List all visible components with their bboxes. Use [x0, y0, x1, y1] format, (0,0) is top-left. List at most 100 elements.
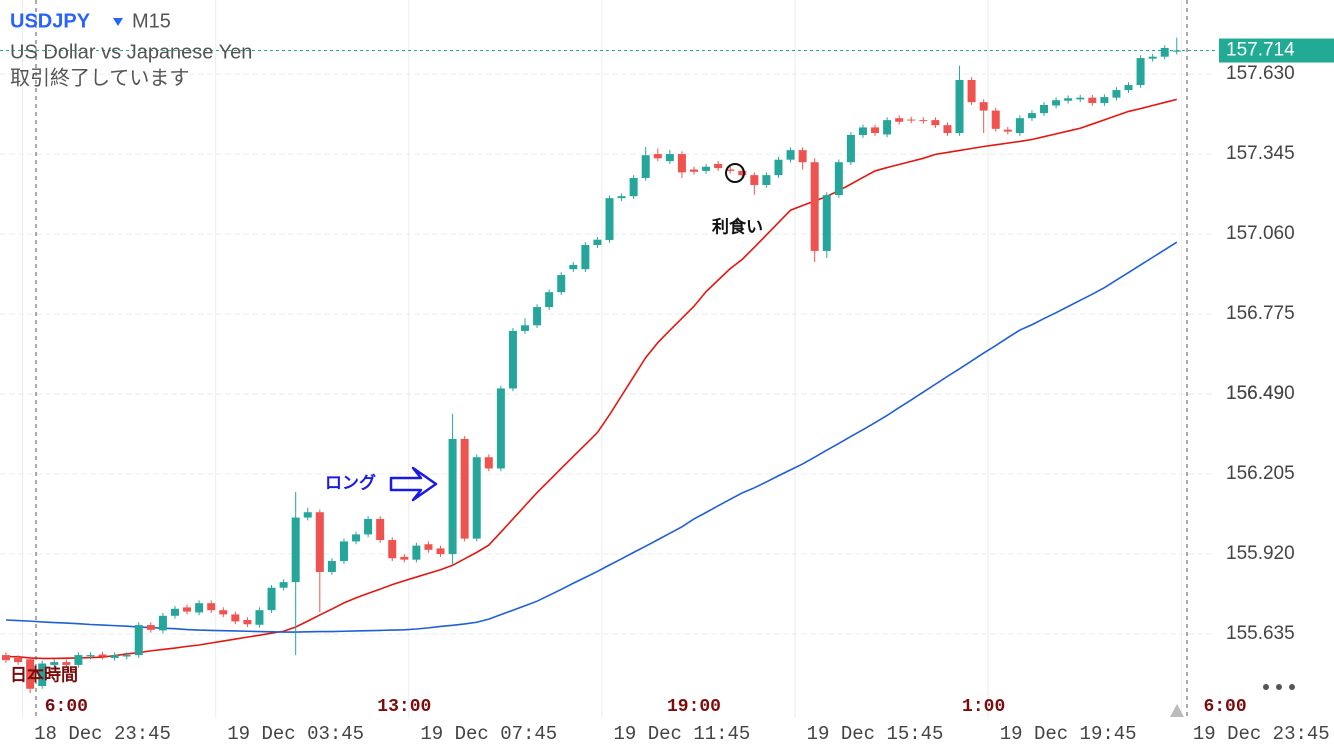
candle-body: [158, 615, 167, 631]
candle-body: [388, 540, 397, 559]
candle-body: [279, 582, 288, 588]
candle-body: [1100, 97, 1109, 104]
candle-body: [1124, 85, 1133, 91]
candle-body: [98, 654, 107, 657]
candle-body: [581, 245, 590, 270]
candle-body: [521, 325, 530, 331]
candle-body: [424, 544, 433, 550]
x-tick-label: 19 Dec 11:45: [614, 723, 751, 745]
take-profit-marker: [725, 163, 745, 183]
scroll-marker[interactable]: [1170, 704, 1184, 717]
symbol[interactable]: USDJPY: [10, 10, 91, 32]
candle-body: [1015, 118, 1024, 134]
y-tick-label: 156.490: [1226, 383, 1295, 404]
last-price-label: 157.714: [1226, 40, 1295, 61]
y-tick-label: 155.635: [1226, 623, 1295, 644]
candle-body: [689, 169, 698, 172]
candle-body: [798, 150, 807, 163]
grid: [0, 0, 1215, 718]
candle-body: [1027, 113, 1036, 119]
y-tick-label: 155.920: [1226, 543, 1295, 564]
candle-body: [26, 659, 35, 689]
candle-body: [822, 195, 831, 251]
candle-body: [774, 159, 783, 176]
candle-body: [484, 457, 493, 469]
candle-body: [448, 438, 457, 555]
candle-body: [714, 163, 723, 169]
candle-body: [665, 154, 674, 162]
moving-averages: [0, 50, 1215, 660]
jst-tick-label: 1:00: [962, 697, 1005, 717]
timezone-note: 日本時間: [10, 664, 78, 684]
candle-body: [605, 198, 614, 240]
candle-body: [1160, 47, 1169, 57]
x-tick-label: 19 Dec 19:45: [1000, 723, 1137, 745]
candle-body: [472, 457, 481, 539]
candle-body: [1148, 56, 1157, 59]
candle-body: [74, 655, 83, 665]
x-tick-label: 19 Dec 23:45: [1193, 723, 1330, 745]
candle-body: [810, 162, 819, 251]
candle-body: [267, 587, 276, 611]
candle-body: [653, 154, 662, 159]
candle-body: [62, 662, 71, 665]
candle-body: [858, 127, 867, 136]
candle-body: [750, 175, 759, 185]
candle-body: [496, 388, 505, 469]
candle-body: [1076, 97, 1085, 100]
timeframe[interactable]: M15: [132, 10, 171, 32]
candle-body: [919, 120, 928, 122]
x-tick-label: 19 Dec 07:45: [420, 723, 557, 745]
candle-body: [786, 150, 795, 160]
candle-body: [726, 169, 735, 171]
candle-body: [86, 655, 95, 657]
candle-body: [895, 118, 904, 122]
long-label: ロング: [325, 472, 376, 492]
x-tick-label: 19 Dec 15:45: [807, 723, 944, 745]
jst-tick-label: 13:00: [377, 697, 431, 717]
jst-tick-label: 6:00: [45, 697, 88, 717]
candle-body: [702, 166, 711, 171]
candle-body: [122, 655, 131, 657]
y-tick-label: 157.630: [1226, 63, 1295, 84]
candle-body: [943, 125, 952, 134]
candle-body: [327, 561, 336, 573]
candle-body: [834, 162, 843, 196]
candle-body: [991, 110, 1000, 129]
candle-body: [931, 120, 940, 126]
y-tick-label: 156.775: [1226, 303, 1295, 324]
candle-body: [436, 548, 445, 555]
candle-body: [14, 657, 23, 663]
moving-average-line: [5, 98, 1177, 660]
candle-body: [1052, 100, 1061, 106]
candle-body: [364, 518, 373, 535]
long-arrow: [389, 466, 438, 502]
candle-body: [291, 517, 300, 583]
candle-body: [146, 625, 155, 630]
jst-tick-label: 19:00: [667, 697, 721, 717]
more-menu[interactable]: [1263, 684, 1295, 690]
candle-body: [315, 512, 324, 573]
candle-body: [352, 534, 361, 542]
candle-body: [1088, 97, 1097, 104]
symbol-dropdown[interactable]: [113, 18, 123, 26]
candle-body: [629, 177, 638, 197]
candles: [2, 37, 1181, 693]
candle-body: [1136, 58, 1145, 86]
candle-body: [1003, 129, 1012, 132]
candle-body: [871, 127, 880, 134]
candle-body: [1040, 104, 1049, 114]
candle-body: [1172, 50, 1181, 52]
candle-body: [376, 518, 385, 541]
candle-body: [545, 292, 554, 308]
candle-body: [557, 275, 566, 293]
x-tick-label: 19 Dec 03:45: [227, 723, 364, 745]
candle-body: [231, 614, 240, 622]
candle-body: [508, 330, 517, 389]
candle-body: [1112, 90, 1121, 98]
take-profit-label: 利食い: [712, 216, 763, 236]
candle-body: [846, 135, 855, 163]
candle-body: [50, 662, 59, 665]
candle-body: [110, 655, 119, 658]
